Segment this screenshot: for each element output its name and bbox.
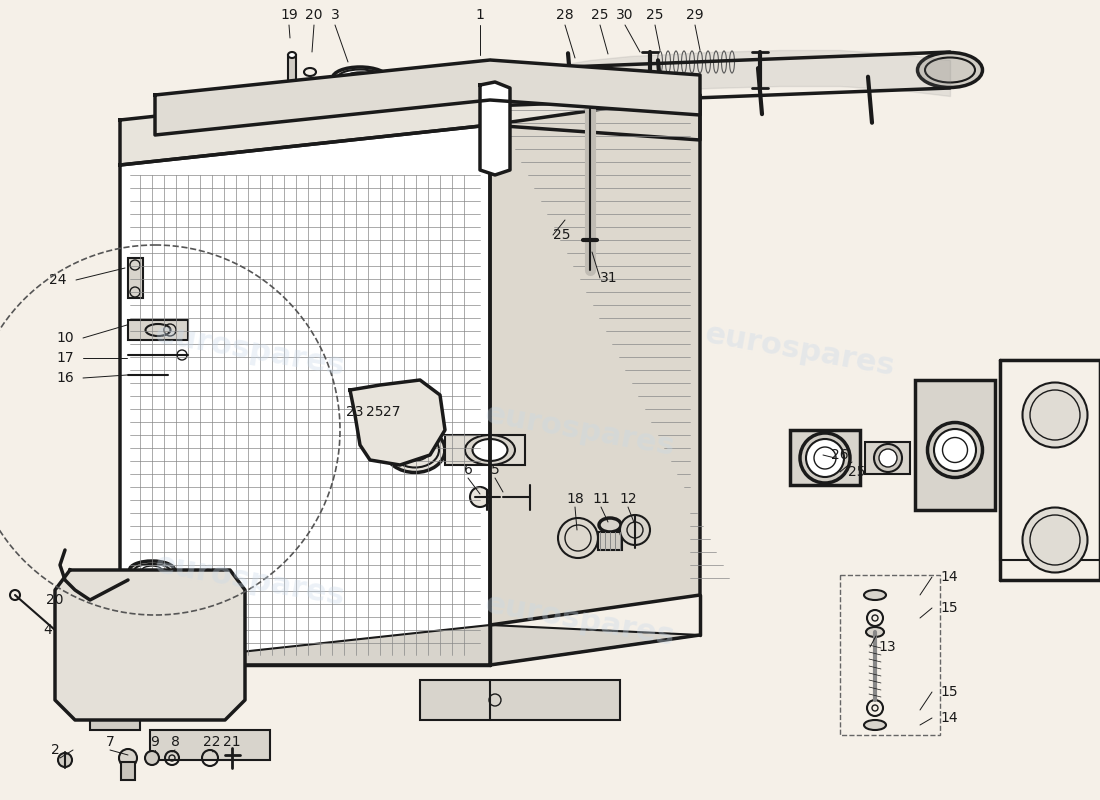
- Ellipse shape: [332, 67, 387, 89]
- Ellipse shape: [806, 439, 844, 477]
- Text: 25: 25: [366, 405, 384, 419]
- Text: 18: 18: [566, 492, 584, 506]
- Ellipse shape: [288, 52, 296, 58]
- Polygon shape: [480, 82, 510, 175]
- Text: 6: 6: [463, 463, 472, 477]
- Text: 12: 12: [619, 492, 637, 506]
- Polygon shape: [120, 625, 700, 665]
- Text: 14: 14: [940, 570, 958, 584]
- Text: 14: 14: [940, 711, 958, 725]
- Ellipse shape: [927, 422, 982, 478]
- Circle shape: [620, 515, 650, 545]
- Text: 2: 2: [51, 743, 59, 757]
- Text: eurospares: eurospares: [483, 399, 678, 461]
- Text: 22: 22: [204, 735, 221, 749]
- Ellipse shape: [864, 590, 886, 600]
- Text: 16: 16: [56, 371, 74, 385]
- Circle shape: [145, 751, 160, 765]
- Text: eurospares: eurospares: [703, 319, 898, 381]
- Ellipse shape: [600, 518, 621, 532]
- Ellipse shape: [879, 449, 896, 467]
- Text: 11: 11: [592, 492, 609, 506]
- Ellipse shape: [917, 53, 982, 87]
- Bar: [128, 258, 143, 298]
- Text: 30: 30: [616, 8, 634, 22]
- Ellipse shape: [866, 627, 884, 637]
- Bar: [840, 575, 940, 735]
- Text: 9: 9: [151, 735, 160, 749]
- Ellipse shape: [1023, 507, 1088, 573]
- Polygon shape: [490, 95, 700, 625]
- Text: 29: 29: [686, 8, 704, 22]
- Text: 21: 21: [223, 735, 241, 749]
- Ellipse shape: [134, 564, 169, 576]
- Ellipse shape: [345, 72, 375, 84]
- Bar: [1000, 360, 1100, 560]
- Text: 27: 27: [383, 405, 400, 419]
- Bar: [121, 762, 135, 780]
- Bar: [150, 730, 270, 760]
- Text: 25: 25: [647, 8, 663, 22]
- Text: 19: 19: [280, 8, 298, 22]
- Ellipse shape: [1023, 382, 1088, 447]
- Text: 4: 4: [44, 623, 53, 637]
- Bar: [446, 435, 525, 465]
- Circle shape: [119, 749, 138, 767]
- Bar: [598, 532, 622, 550]
- Ellipse shape: [338, 70, 383, 86]
- Ellipse shape: [130, 561, 175, 579]
- Text: eurospares: eurospares: [153, 549, 348, 611]
- Ellipse shape: [385, 427, 446, 473]
- Text: 17: 17: [56, 351, 74, 365]
- Circle shape: [470, 487, 490, 507]
- Text: 15: 15: [940, 601, 958, 615]
- Ellipse shape: [934, 429, 976, 471]
- Ellipse shape: [800, 433, 850, 483]
- Bar: [288, 55, 296, 93]
- Text: 10: 10: [56, 331, 74, 345]
- Text: 31: 31: [600, 271, 617, 285]
- Ellipse shape: [864, 720, 886, 730]
- Polygon shape: [350, 380, 446, 465]
- Text: 20: 20: [306, 8, 322, 22]
- Text: 15: 15: [940, 685, 958, 699]
- Ellipse shape: [874, 444, 902, 472]
- Circle shape: [58, 753, 72, 767]
- Text: 23: 23: [346, 405, 364, 419]
- Text: eurospares: eurospares: [483, 589, 678, 651]
- Bar: [90, 715, 140, 730]
- Polygon shape: [120, 125, 490, 665]
- Bar: [915, 380, 996, 510]
- Ellipse shape: [473, 439, 507, 461]
- Text: 8: 8: [170, 735, 179, 749]
- Polygon shape: [55, 570, 245, 720]
- Polygon shape: [155, 60, 700, 135]
- Ellipse shape: [465, 435, 515, 465]
- Text: 25: 25: [848, 465, 866, 479]
- Text: 13: 13: [878, 640, 895, 654]
- Text: 3: 3: [331, 8, 340, 22]
- Text: 1: 1: [475, 8, 484, 22]
- Text: 5: 5: [491, 463, 499, 477]
- Text: 28: 28: [557, 8, 574, 22]
- Text: 24: 24: [50, 273, 67, 287]
- Text: 26: 26: [830, 448, 848, 462]
- Bar: [790, 430, 860, 485]
- Text: 25: 25: [553, 228, 571, 242]
- Text: 20: 20: [46, 593, 64, 607]
- Text: eurospares: eurospares: [153, 319, 348, 381]
- Text: 25: 25: [592, 8, 608, 22]
- Polygon shape: [120, 80, 700, 165]
- Bar: [128, 320, 188, 340]
- Bar: [420, 680, 620, 720]
- Bar: [865, 442, 910, 474]
- Text: 7: 7: [106, 735, 114, 749]
